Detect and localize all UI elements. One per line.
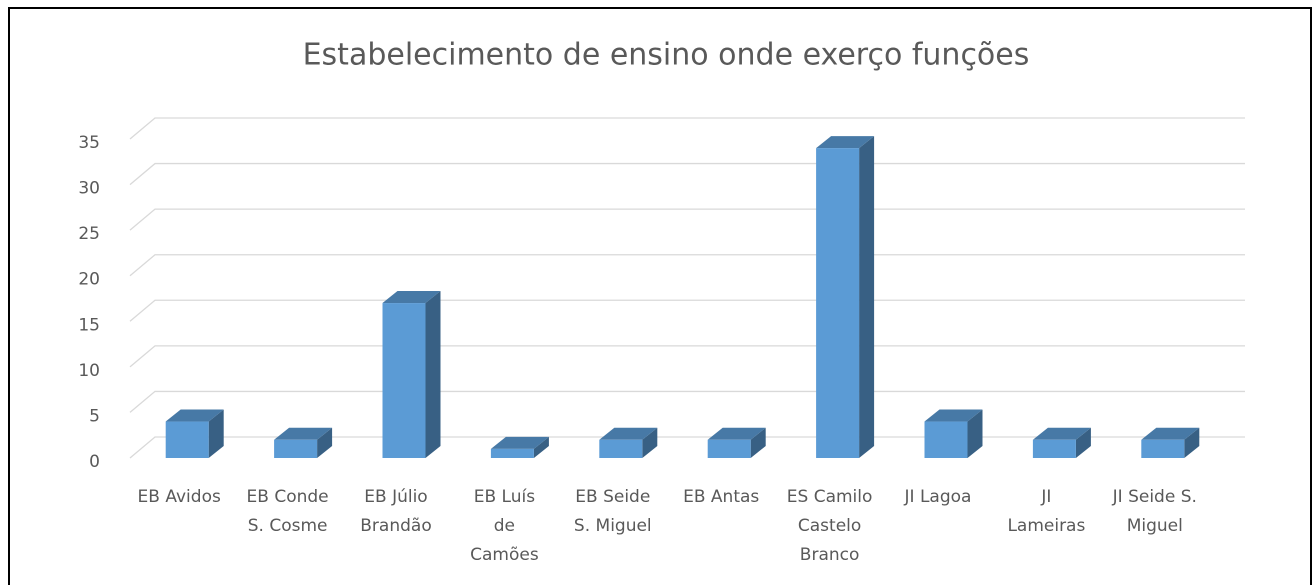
x-tick-label: S. Cosme (248, 516, 328, 536)
y-tick-label: 35 (78, 133, 100, 153)
bar (707, 439, 751, 458)
x-tick-label: ES Camilo (787, 487, 873, 507)
x-tick-label: S. Miguel (574, 516, 652, 536)
y-tick-label: 20 (78, 270, 100, 290)
bar (816, 148, 860, 458)
x-tick-label: Brandão (360, 516, 431, 536)
x-tick-label: EB Antas (683, 487, 759, 507)
x-tick-label: EB Avidos (138, 487, 221, 507)
bar (274, 439, 318, 458)
grid-line (129, 436, 1245, 459)
y-tick-label: 30 (78, 179, 100, 199)
chart-title: Estabelecimento de ensino onde exerço fu… (303, 38, 1030, 73)
bar (599, 439, 643, 458)
x-tick-label: Castelo (798, 516, 861, 536)
bar-top (599, 427, 658, 440)
x-tick-label: JI (1040, 487, 1051, 507)
x-tick-label: EB Conde (247, 487, 329, 507)
bar (1032, 439, 1076, 458)
bar-side (425, 291, 441, 458)
x-tick-label: EB Júlio (364, 487, 427, 507)
grid-line (129, 117, 1245, 140)
chart-frame (8, 7, 1312, 585)
bar-top (816, 136, 875, 149)
bar-side (533, 436, 549, 458)
bar-top (382, 291, 441, 304)
bar-side (642, 427, 658, 458)
y-tick-label: 5 (89, 406, 100, 426)
bar-side (317, 427, 333, 458)
bar (490, 448, 534, 458)
bar-side (1075, 427, 1091, 458)
grid-line (129, 390, 1245, 413)
bar (382, 303, 426, 458)
bar-top (707, 427, 766, 440)
bar-top (1141, 427, 1200, 440)
bar-side (750, 427, 766, 458)
bar-top (274, 427, 333, 440)
bar-top (924, 409, 983, 422)
y-tick-label: 10 (78, 361, 100, 381)
x-tick-label: EB Luís (474, 487, 535, 507)
x-tick-label: EB Seide (575, 487, 650, 507)
y-tick-label: 0 (89, 452, 100, 472)
grid-line (129, 254, 1245, 277)
bar-top (1032, 427, 1091, 440)
x-tick-label: Miguel (1127, 516, 1183, 536)
x-tick-label: de (494, 516, 515, 536)
grid-line (129, 208, 1245, 231)
x-tick-label: JI Seide S. (1112, 487, 1197, 507)
bar-side (1184, 427, 1200, 458)
grid-line (129, 162, 1245, 186)
grid-line (129, 345, 1245, 368)
bar-side (859, 136, 875, 458)
bar-top (490, 436, 549, 449)
bar (924, 421, 968, 458)
y-tick-label: 25 (78, 224, 100, 244)
y-tick-label: 15 (78, 315, 100, 335)
bar-top (165, 409, 224, 422)
bar-side (967, 409, 983, 458)
x-tick-label: Branco (800, 545, 860, 565)
grid-line (129, 299, 1245, 322)
bar-side (208, 409, 224, 458)
x-tick-label: Lameiras (1007, 516, 1085, 536)
bar (165, 421, 209, 458)
bar (1141, 439, 1185, 458)
x-tick-label: Camões (470, 545, 539, 565)
x-tick-label: JI Lagoa (904, 487, 972, 507)
